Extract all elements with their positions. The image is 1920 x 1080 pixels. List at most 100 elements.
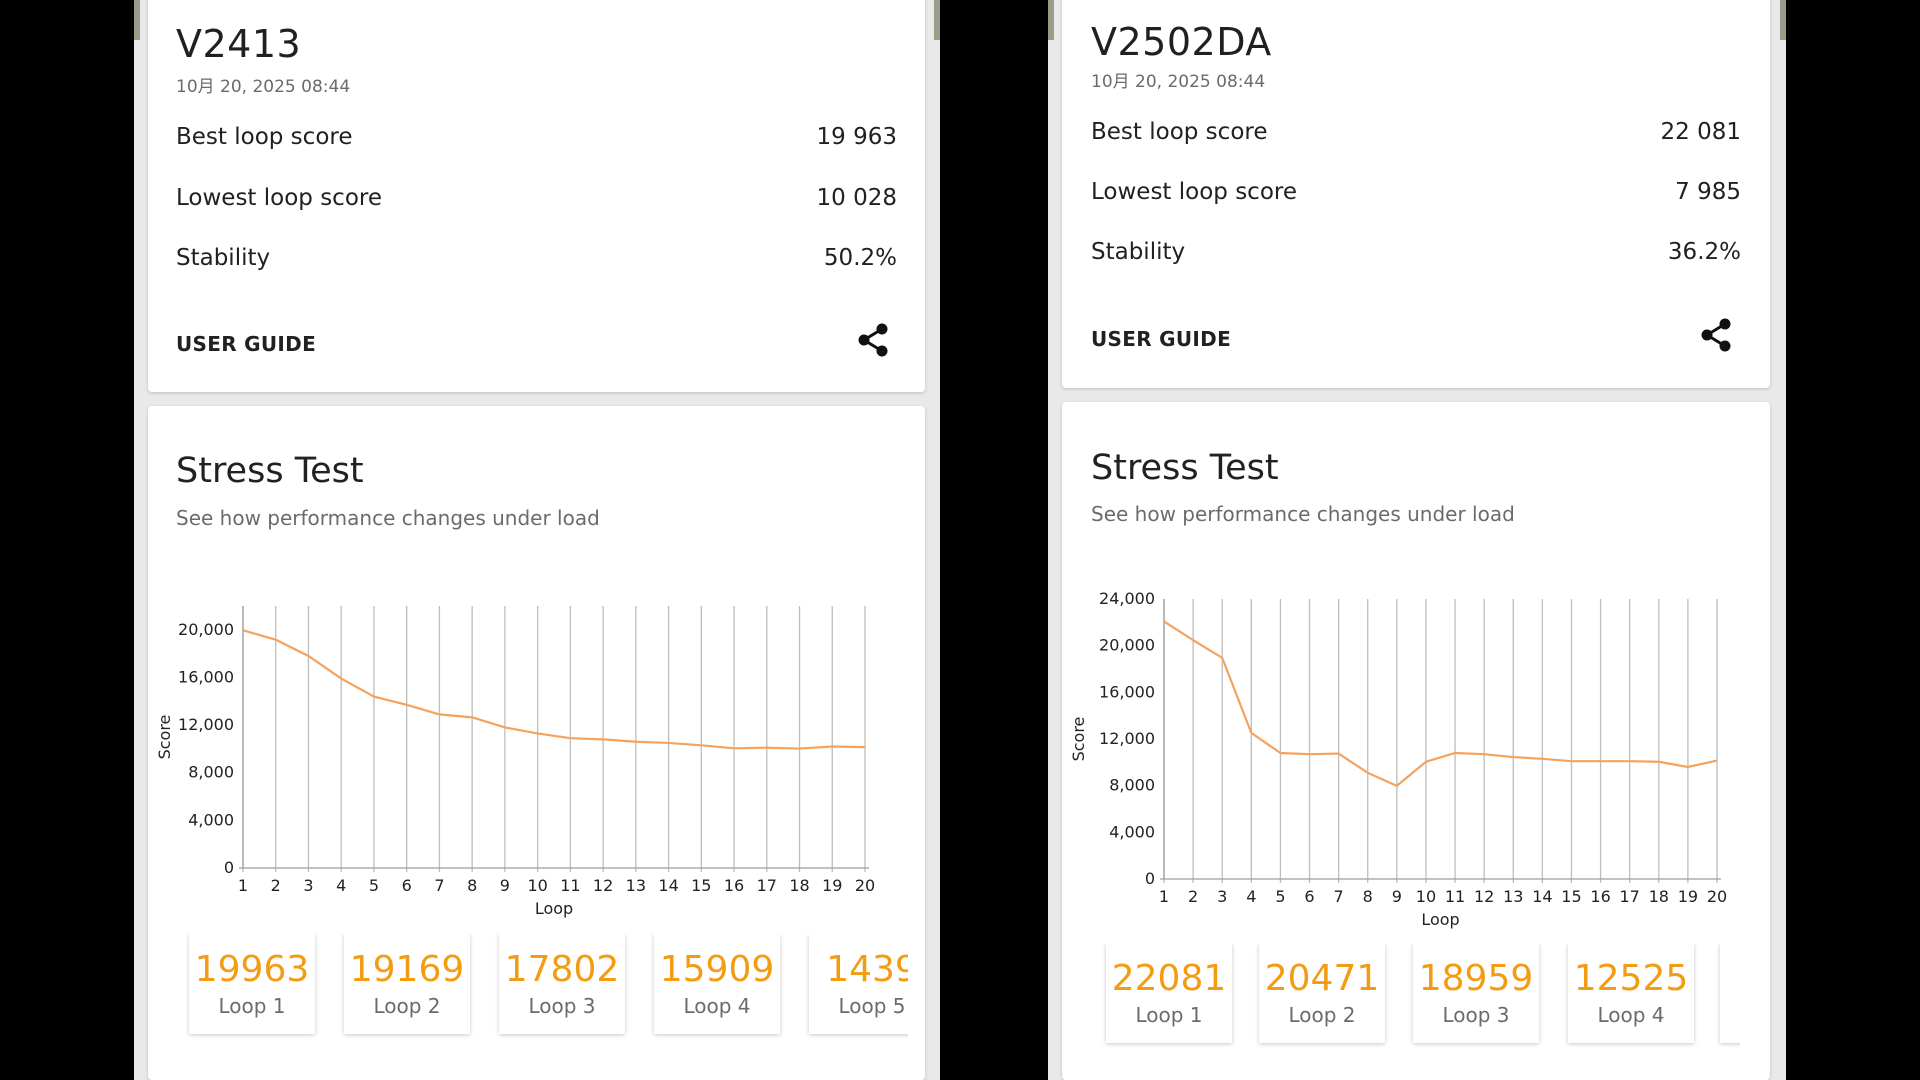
loop-tile[interactable]: 19963 Loop 1 (189, 934, 315, 1034)
stress-test-subtitle: See how performance changes under load (176, 506, 600, 530)
x-axis-title: Loop (1421, 910, 1459, 929)
loop-label: Loop 1 (218, 994, 286, 1018)
y-tick-label: 0 (224, 858, 234, 877)
x-tick-label: 19 (822, 876, 842, 895)
loop-score: 17802 (504, 949, 620, 990)
x-tick-label: 10 (1416, 887, 1436, 906)
loop-score-tiles[interactable]: 22081 Loop 1 20471 Loop 2 18959 Loop 3 1252… (1100, 943, 1740, 1073)
y-axis-title: Score (155, 715, 174, 760)
share-icon[interactable] (853, 320, 893, 360)
y-axis-title: Score (1069, 717, 1088, 762)
stress-test-chart: 1 2 3 4 5 6 7 8 9 10 11 12 13 14 15 16 17 18 19 2004,0008,0… (1069, 589, 1727, 929)
loop-score: 1 (1720, 959, 1740, 999)
x-tick-label: 9 (500, 876, 510, 895)
x-tick-label: 7 (434, 876, 444, 895)
x-tick-label: 8 (1363, 887, 1373, 906)
loop-score: 22081 (1111, 958, 1227, 999)
device-model: V2413 (176, 22, 302, 66)
loop-score: 1439 (826, 949, 908, 990)
stress-test-card: Stress Test See how performance changes … (148, 406, 925, 1080)
x-tick-label: 14 (1532, 887, 1552, 906)
lowest-loop-label: Lowest loop score (176, 185, 383, 211)
loop-label: Loop 2 (1288, 1003, 1356, 1027)
x-tick-label: 16 (724, 876, 744, 895)
lowest-loop-value: 7 985 (1675, 179, 1741, 205)
x-tick-label: 6 (1304, 887, 1314, 906)
loop-label: Loop 3 (1442, 1003, 1510, 1027)
y-tick-label: 4,000 (1109, 822, 1155, 841)
x-tick-label: 16 (1590, 887, 1610, 906)
loop-tile[interactable]: 20471 Loop 2 (1259, 943, 1385, 1043)
stress-test-card: Stress Test See how performance changes … (1062, 402, 1770, 1080)
x-tick-label: 3 (303, 876, 313, 895)
x-tick-label: 1 (238, 876, 248, 895)
stress-test-title: Stress Test (176, 451, 364, 491)
x-tick-label: 13 (626, 876, 646, 895)
x-tick-label: 2 (1188, 887, 1198, 906)
stability-value: 36.2% (1667, 239, 1741, 265)
background-edge-left (1048, 0, 1054, 40)
user-guide-button[interactable]: USER GUIDE (176, 332, 317, 356)
score-line (1163, 620, 1718, 788)
y-tick-label: 20,000 (1099, 636, 1155, 655)
loop-tile[interactable]: 1439 Loop 5 (809, 934, 908, 1034)
phone-screen-1: V2413 10月 20, 2025 08:44 Best loop score… (134, 0, 940, 1080)
loop-tile[interactable]: 15909 Loop 4 (654, 934, 780, 1034)
background-edge-left (134, 0, 140, 40)
stability-value: 50.2% (823, 245, 897, 271)
x-tick-label: 15 (1561, 887, 1581, 906)
x-tick-label: 19 (1678, 887, 1698, 906)
stability-label: Stability (176, 245, 271, 271)
loop-score: 20471 (1264, 958, 1380, 999)
background-edge-right (1780, 0, 1786, 40)
result-card: V2413 10月 20, 2025 08:44 Best loop score… (148, 0, 925, 392)
loop-tile[interactable]: 22081 Loop 1 (1106, 943, 1232, 1043)
x-axis-title: Loop (535, 899, 573, 918)
loop-label: Loop 3 (528, 994, 596, 1018)
y-tick-label: 12,000 (178, 715, 234, 734)
x-tick-label: 11 (1445, 887, 1465, 906)
y-tick-label: 8,000 (188, 763, 234, 782)
x-tick-label: 2 (271, 876, 281, 895)
y-tick-label: 8,000 (1109, 776, 1155, 795)
loop-score-tiles[interactable]: 19963 Loop 1 19169 Loop 2 17802 Loop 3 1590… (186, 934, 908, 1064)
best-loop-value: 22 081 (1660, 119, 1741, 145)
loop-label: Loop 1 (1135, 1003, 1203, 1027)
stress-test-subtitle: See how performance changes under load (1091, 502, 1515, 526)
score-line (242, 629, 866, 750)
x-tick-label: 9 (1392, 887, 1402, 906)
x-tick-label: 5 (1275, 887, 1285, 906)
x-tick-label: 6 (402, 876, 412, 895)
loop-tile[interactable]: 19169 Loop 2 (344, 934, 470, 1034)
x-tick-label: 7 (1334, 887, 1344, 906)
x-tick-label: 5 (369, 876, 379, 895)
background-edge-right (934, 0, 940, 40)
loop-label: Loop 2 (373, 994, 441, 1018)
loop-label: Loop 5 (838, 994, 906, 1018)
result-card: V2502DA 10月 20, 2025 08:44 Best loop sco… (1062, 0, 1770, 388)
share-icon[interactable] (1696, 315, 1736, 355)
x-tick-label: 4 (336, 876, 346, 895)
x-tick-label: 17 (757, 876, 777, 895)
y-tick-label: 4,000 (188, 810, 234, 829)
loop-score: 19169 (349, 949, 465, 990)
user-guide-button[interactable]: USER GUIDE (1091, 327, 1232, 351)
x-tick-label: 11 (560, 876, 580, 895)
test-date: 10月 20, 2025 08:44 (176, 77, 351, 97)
y-tick-label: 24,000 (1099, 589, 1155, 608)
loop-score: 18959 (1418, 958, 1534, 999)
loop-label: Loop 4 (1597, 1003, 1665, 1027)
loop-tile[interactable]: 12525 Loop 4 (1568, 943, 1694, 1043)
loop-score: 12525 (1573, 958, 1689, 999)
test-date: 10月 20, 2025 08:44 (1091, 72, 1266, 92)
x-tick-label: 18 (789, 876, 809, 895)
loop-tile[interactable]: 17802 Loop 3 (499, 934, 625, 1034)
loop-tile[interactable]: 18959 Loop 3 (1413, 943, 1539, 1043)
x-tick-label: 8 (467, 876, 477, 895)
x-tick-label: 10 (527, 876, 547, 895)
lowest-loop-label: Lowest loop score (1091, 179, 1298, 205)
loop-tile[interactable]: 1 (1720, 943, 1740, 1043)
y-tick-label: 20,000 (178, 620, 234, 639)
phone-screen-2: V2502DA 10月 20, 2025 08:44 Best loop sco… (1048, 0, 1786, 1080)
x-tick-label: 4 (1246, 887, 1256, 906)
